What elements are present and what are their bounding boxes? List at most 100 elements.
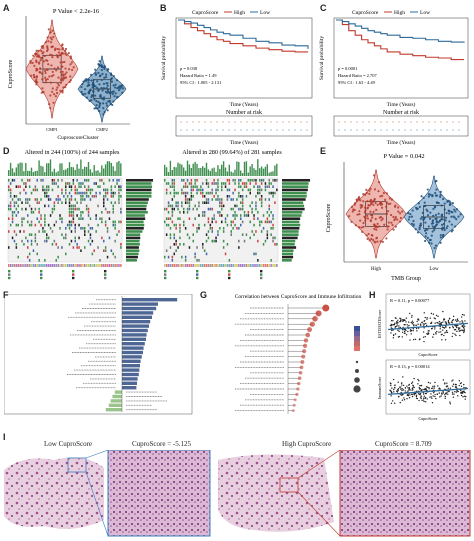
onco-legend-key — [228, 270, 231, 273]
cmp2-point — [110, 80, 114, 83]
chart-h-point — [445, 330, 448, 332]
onco-cell — [171, 211, 174, 214]
onco-cell — [44, 230, 46, 233]
cmp1-point — [53, 67, 56, 70]
onco-cell — [173, 233, 175, 236]
tmb-low-point — [433, 228, 436, 232]
onco-top-bar — [221, 164, 223, 176]
onco-top-bar — [101, 165, 103, 176]
tmb-high-point — [390, 198, 394, 201]
chart-h-point — [417, 323, 419, 325]
cmp1-point — [59, 81, 62, 84]
onco-side-bar — [282, 204, 305, 208]
tmb-low-point — [434, 213, 438, 217]
onco-cell — [181, 191, 183, 195]
onco-annotation-cell — [114, 264, 116, 267]
onco-cell — [15, 233, 18, 236]
chart-h-point — [403, 324, 405, 326]
onco-cell — [215, 220, 217, 224]
chart-g-legend-size — [353, 385, 361, 393]
onco-cell — [188, 207, 191, 211]
onco-cell — [262, 179, 265, 182]
cmp2-point — [90, 79, 93, 82]
tmb-high-point — [372, 238, 375, 242]
onco-cell — [230, 198, 232, 201]
cmp1-point — [55, 88, 58, 91]
onco-top-bar — [186, 160, 189, 176]
onco-top-bar — [228, 164, 230, 176]
onco-cell — [238, 182, 240, 185]
cmp1-point — [34, 52, 38, 55]
tmb-high-point — [353, 203, 356, 206]
onco-cell — [9, 191, 12, 195]
tmb-high-point — [376, 240, 379, 243]
chart-h-point — [434, 395, 436, 398]
onco-cell — [19, 230, 21, 233]
onco-cell — [93, 249, 95, 252]
onco-cell — [224, 185, 227, 188]
onco-cell — [118, 191, 120, 195]
cmp1-point — [68, 80, 71, 84]
onco-cell — [240, 195, 242, 198]
chart-h-point — [446, 382, 448, 384]
high-cuproscore-label: High CuproScore — [282, 440, 332, 448]
onco-top-bar — [203, 167, 206, 176]
onco-side-bar — [126, 227, 144, 230]
onco-annotation-cell — [274, 264, 276, 267]
cmp2-point — [92, 78, 95, 82]
tmb-high-point — [372, 200, 375, 203]
onco-annotation-cell — [164, 264, 166, 267]
onco-cell — [274, 201, 276, 204]
onco-annotation-cell — [61, 264, 63, 267]
onco-cell — [57, 246, 59, 249]
onco-cell — [8, 185, 10, 188]
onco-cell — [91, 195, 94, 198]
onco-annotation-cell — [211, 264, 213, 267]
onco-cell — [80, 249, 82, 252]
onco-cell — [9, 204, 12, 208]
onco-annotation-cell — [262, 264, 265, 267]
onco-cell — [85, 207, 88, 211]
onco-cell — [165, 207, 168, 211]
onco-cell — [202, 201, 204, 204]
onco-cell — [268, 204, 270, 208]
onco-annotation-cell — [36, 264, 38, 267]
chart-h-point — [458, 330, 460, 332]
onco-cell — [238, 239, 240, 243]
onco-annotation-cell — [194, 264, 196, 267]
onco-cell — [171, 198, 174, 201]
chart-c-survival: CuproScore High Low Survival probability… — [319, 10, 469, 146]
onco-top-bar — [226, 171, 229, 176]
cmp2-point — [96, 80, 99, 83]
tmb-low-point — [448, 209, 451, 213]
onco-cell — [65, 191, 67, 195]
onco-cell — [255, 230, 257, 233]
chart-h-point — [411, 387, 414, 390]
onco-top-bar — [68, 162, 71, 176]
onco-cell — [249, 191, 251, 195]
onco-cell — [211, 217, 213, 220]
onco-top-bar — [47, 163, 50, 176]
onco-cell — [95, 214, 97, 217]
onco-cell — [30, 207, 33, 211]
chart-h-point — [435, 333, 437, 335]
chart-h-point — [412, 328, 415, 330]
onco-cell — [202, 188, 204, 192]
chart-g-dot — [312, 316, 318, 322]
chart-e-tick-low: Low — [429, 267, 439, 272]
cmp1-point — [35, 60, 38, 64]
onco-cell — [80, 198, 82, 201]
cmp2-point — [81, 93, 85, 96]
onco-cell — [192, 223, 194, 227]
onco-cell — [118, 185, 120, 188]
chart-h-bottom-ylabel: ImmuneScore — [377, 377, 382, 400]
chart-e-tick-high: High — [371, 267, 382, 272]
tmb-high-point — [366, 214, 369, 217]
onco-cell — [226, 223, 229, 227]
onco-cell — [97, 223, 99, 227]
chart-h-fit-line — [387, 322, 469, 331]
chart-h-point — [425, 388, 427, 391]
onco-cell — [38, 201, 40, 204]
cmp1-point — [61, 65, 64, 68]
onco-cell — [211, 182, 213, 185]
